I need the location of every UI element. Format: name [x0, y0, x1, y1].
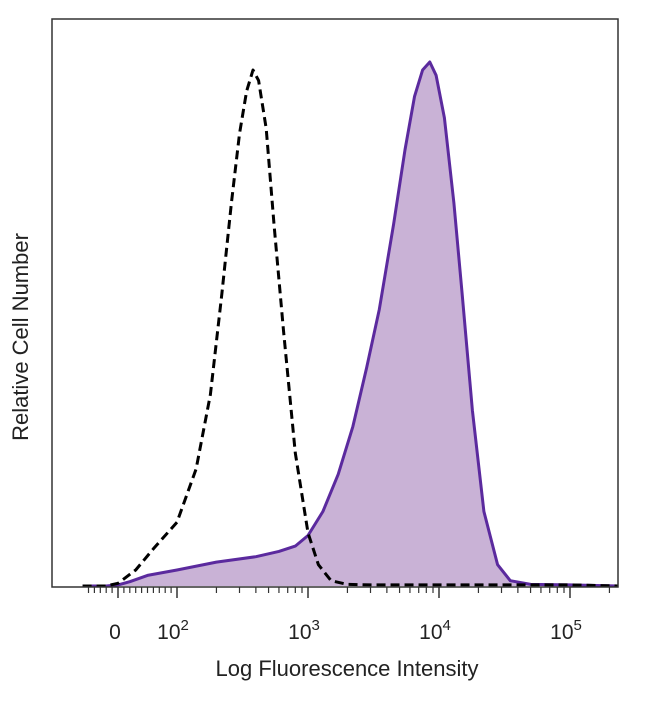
x-tick-label: 0	[109, 621, 121, 644]
x-axis-title: Log Fluorescence Intensity	[216, 656, 479, 681]
x-tick-label: 104	[419, 617, 451, 644]
plot-area	[82, 60, 619, 588]
plot-frame	[51, 18, 619, 588]
isotype-control-histogram-line	[82, 68, 619, 588]
x-axis: 0 102 103 104 105	[87, 587, 611, 644]
x-tick-label: 105	[550, 617, 582, 644]
x-tick-label: 102	[157, 617, 189, 644]
stained-histogram-line	[82, 60, 619, 588]
stained-histogram-fill	[82, 62, 619, 586]
y-axis-title: Relative Cell Number	[8, 233, 33, 441]
x-tick-label: 103	[288, 617, 320, 644]
